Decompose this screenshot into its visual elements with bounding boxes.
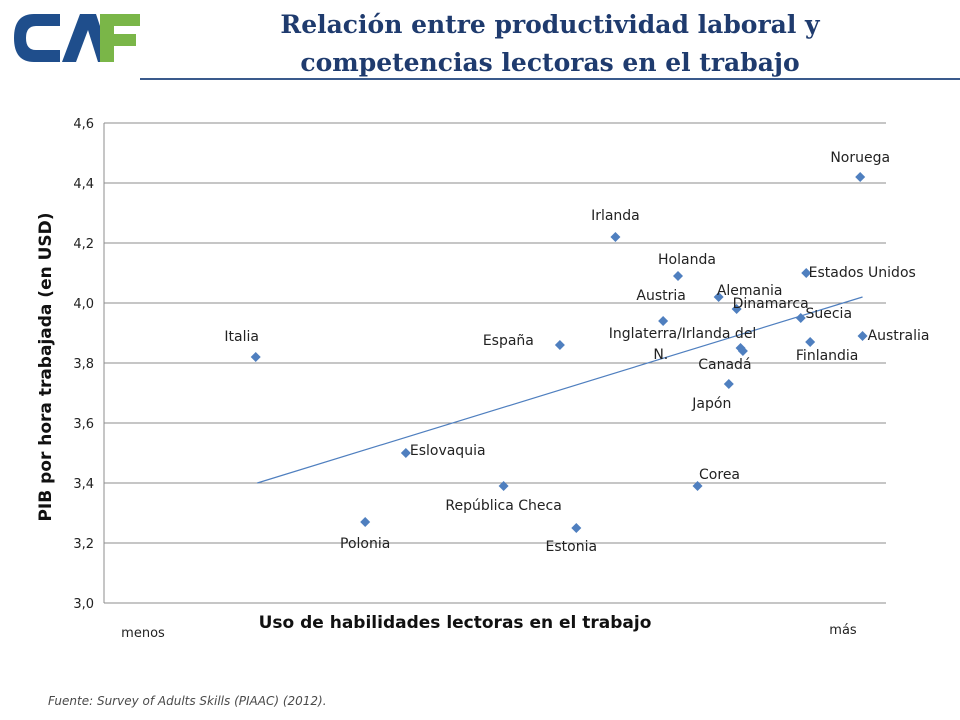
data-point <box>400 448 411 458</box>
data-point-label: Eslovaquia <box>410 443 486 459</box>
data-point-label: Corea <box>699 467 740 483</box>
data-point-label: Canadá <box>698 357 751 373</box>
data-point <box>554 340 565 350</box>
page-title: Relación entre productividad laboral y c… <box>150 6 950 82</box>
logo-letter-f <box>100 14 140 62</box>
data-point-label: Australia <box>868 328 930 344</box>
data-point <box>713 292 724 302</box>
y-tick-label: 3,0 <box>73 597 94 612</box>
data-point <box>571 523 582 533</box>
data-point-label: Finlandia <box>796 348 859 364</box>
data-point <box>610 232 621 242</box>
caf-logo <box>14 14 140 62</box>
data-point-label: Holanda <box>658 252 716 268</box>
data-point <box>795 313 806 323</box>
data-point-label: Austria <box>636 288 685 304</box>
y-tick-label: 4,6 <box>73 117 94 132</box>
logo-letter-c <box>14 14 60 62</box>
data-point-label: Italia <box>224 329 259 345</box>
y-tick-label: 4,4 <box>73 177 94 192</box>
data-point-label: Japón <box>691 396 731 412</box>
data-point-label: Estados Unidos <box>809 265 916 281</box>
data-point <box>801 268 812 278</box>
data-point-label: Inglaterra/Irlanda del N. <box>609 326 757 363</box>
title-line-2: competencias lectoras en el trabajo <box>300 48 800 77</box>
x-axis-high-label: más <box>829 623 857 638</box>
scatter-chart: 3,0 3,2 3,4 3,6 3,8 4,0 4,2 4,4 4,6 Italia Polonia… <box>36 117 930 641</box>
data-point <box>658 316 669 326</box>
y-tick-label: 3,4 <box>73 477 94 492</box>
y-axis-title: PIB por hora trabajada (en USD) <box>36 212 56 521</box>
data-point-label: Polonia <box>340 536 390 552</box>
data-point-label: República Checa <box>445 498 561 514</box>
data-point <box>731 304 742 314</box>
x-axis-title: Uso de habilidades lectoras en el trabaj… <box>259 613 652 633</box>
source-note: Fuente: Survey of Adults Skills (PIAAC) … <box>48 694 327 708</box>
data-point-label: Estonia <box>546 539 598 555</box>
y-tick-label: 3,6 <box>73 417 94 432</box>
data-point-label: España <box>483 333 534 349</box>
logo-letter-a <box>62 14 112 62</box>
data-point <box>672 271 683 281</box>
title-divider <box>140 78 960 80</box>
data-point-label: Dinamarca <box>733 296 809 312</box>
x-axis-low-label: menos <box>121 626 165 641</box>
y-tick-label: 4,0 <box>73 297 94 312</box>
data-point <box>498 481 509 491</box>
data-point <box>855 172 866 182</box>
data-point <box>692 481 703 491</box>
data-point <box>737 346 748 356</box>
data-point <box>805 337 816 347</box>
data-point <box>250 352 261 362</box>
y-tick-label: 3,8 <box>73 357 94 372</box>
data-point-label: Alemania <box>717 283 783 299</box>
y-tick-label: 4,2 <box>73 237 94 252</box>
data-point-label: Suecia <box>805 306 852 322</box>
data-point-label: Noruega <box>830 150 890 166</box>
title-line-1: Relación entre productividad laboral y <box>280 10 820 39</box>
data-point-label: Irlanda <box>591 208 640 224</box>
data-point <box>723 379 734 389</box>
trendline <box>257 296 863 484</box>
y-tick-label: 3,2 <box>73 537 94 552</box>
data-point <box>360 517 371 527</box>
data-point <box>857 331 868 341</box>
